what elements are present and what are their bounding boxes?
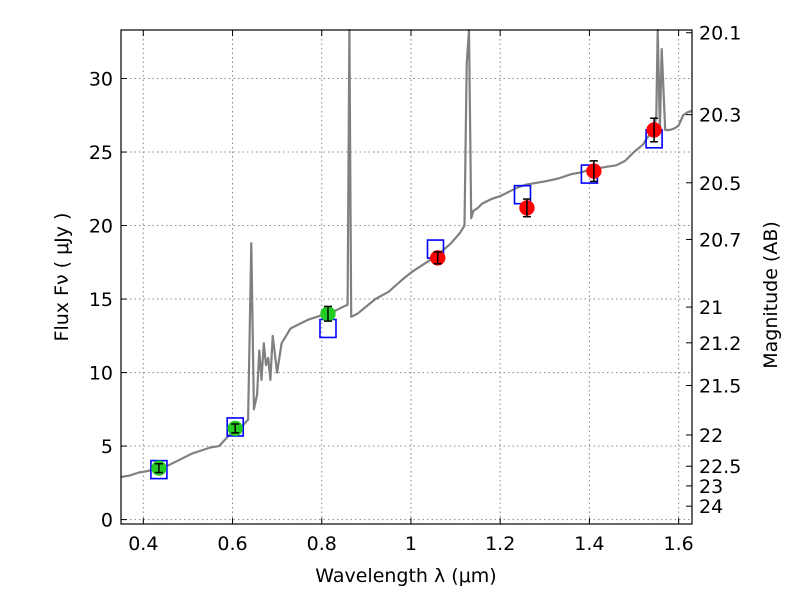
magnitude-tick-label: 21.2 bbox=[699, 333, 741, 355]
y-tick-label: 0 bbox=[101, 510, 113, 532]
magnitude-tick-label: 22.5 bbox=[699, 456, 741, 478]
x-tick-label: 1.4 bbox=[574, 533, 604, 555]
model-band-series bbox=[150, 128, 663, 480]
plot-frame bbox=[120, 29, 693, 525]
spectrum-series bbox=[120, 28, 693, 479]
grid bbox=[121, 30, 692, 524]
x-axis-label: Wavelength λ (μm) bbox=[315, 565, 496, 587]
y-tick-label: 5 bbox=[101, 436, 113, 458]
magnitude-tick-label: 24 bbox=[699, 496, 723, 518]
magnitude-tick-label: 21 bbox=[699, 297, 723, 319]
x-tick-label: 0.6 bbox=[217, 533, 247, 555]
magnitude-tick-label: 20.3 bbox=[699, 105, 741, 127]
y-tick-label: 10 bbox=[89, 363, 113, 385]
x-tick-label: 0.8 bbox=[307, 533, 337, 555]
y-tick-label: 30 bbox=[89, 69, 113, 91]
y-axis-label: Flux Fν ( μJy ) bbox=[51, 213, 73, 342]
magnitude-tick-label: 20.5 bbox=[699, 173, 741, 195]
y-tick-label: 20 bbox=[89, 216, 113, 238]
right-y-axis-label: Magnitude (AB) bbox=[760, 221, 782, 369]
magnitude-tick-label: 23 bbox=[699, 476, 723, 498]
x-tick-label: 1.6 bbox=[664, 533, 694, 555]
x-tick-label: 1.2 bbox=[485, 533, 515, 555]
magnitude-tick-label: 21.5 bbox=[699, 376, 741, 398]
x-axis-ticks: 0.4 0.6 0.8 1 1.2 1.4 1.6 bbox=[128, 30, 694, 555]
y-tick-label: 25 bbox=[89, 142, 113, 164]
magnitude-tick-label: 20.1 bbox=[699, 23, 741, 45]
magnitude-tick-label: 22 bbox=[699, 425, 723, 447]
x-tick-label: 0.4 bbox=[128, 533, 158, 555]
model-band-marker bbox=[319, 318, 337, 339]
x-tick-label: 1 bbox=[405, 533, 417, 555]
nir-photometry-series bbox=[429, 117, 662, 266]
y-tick-label: 15 bbox=[89, 289, 113, 311]
optical-photometry-series bbox=[151, 305, 336, 476]
y-axis-ticks: 0 5 10 15 20 25 30 bbox=[89, 69, 127, 532]
magnitude-tick-label: 20.7 bbox=[699, 229, 741, 251]
spectrum-line bbox=[120, 28, 693, 479]
